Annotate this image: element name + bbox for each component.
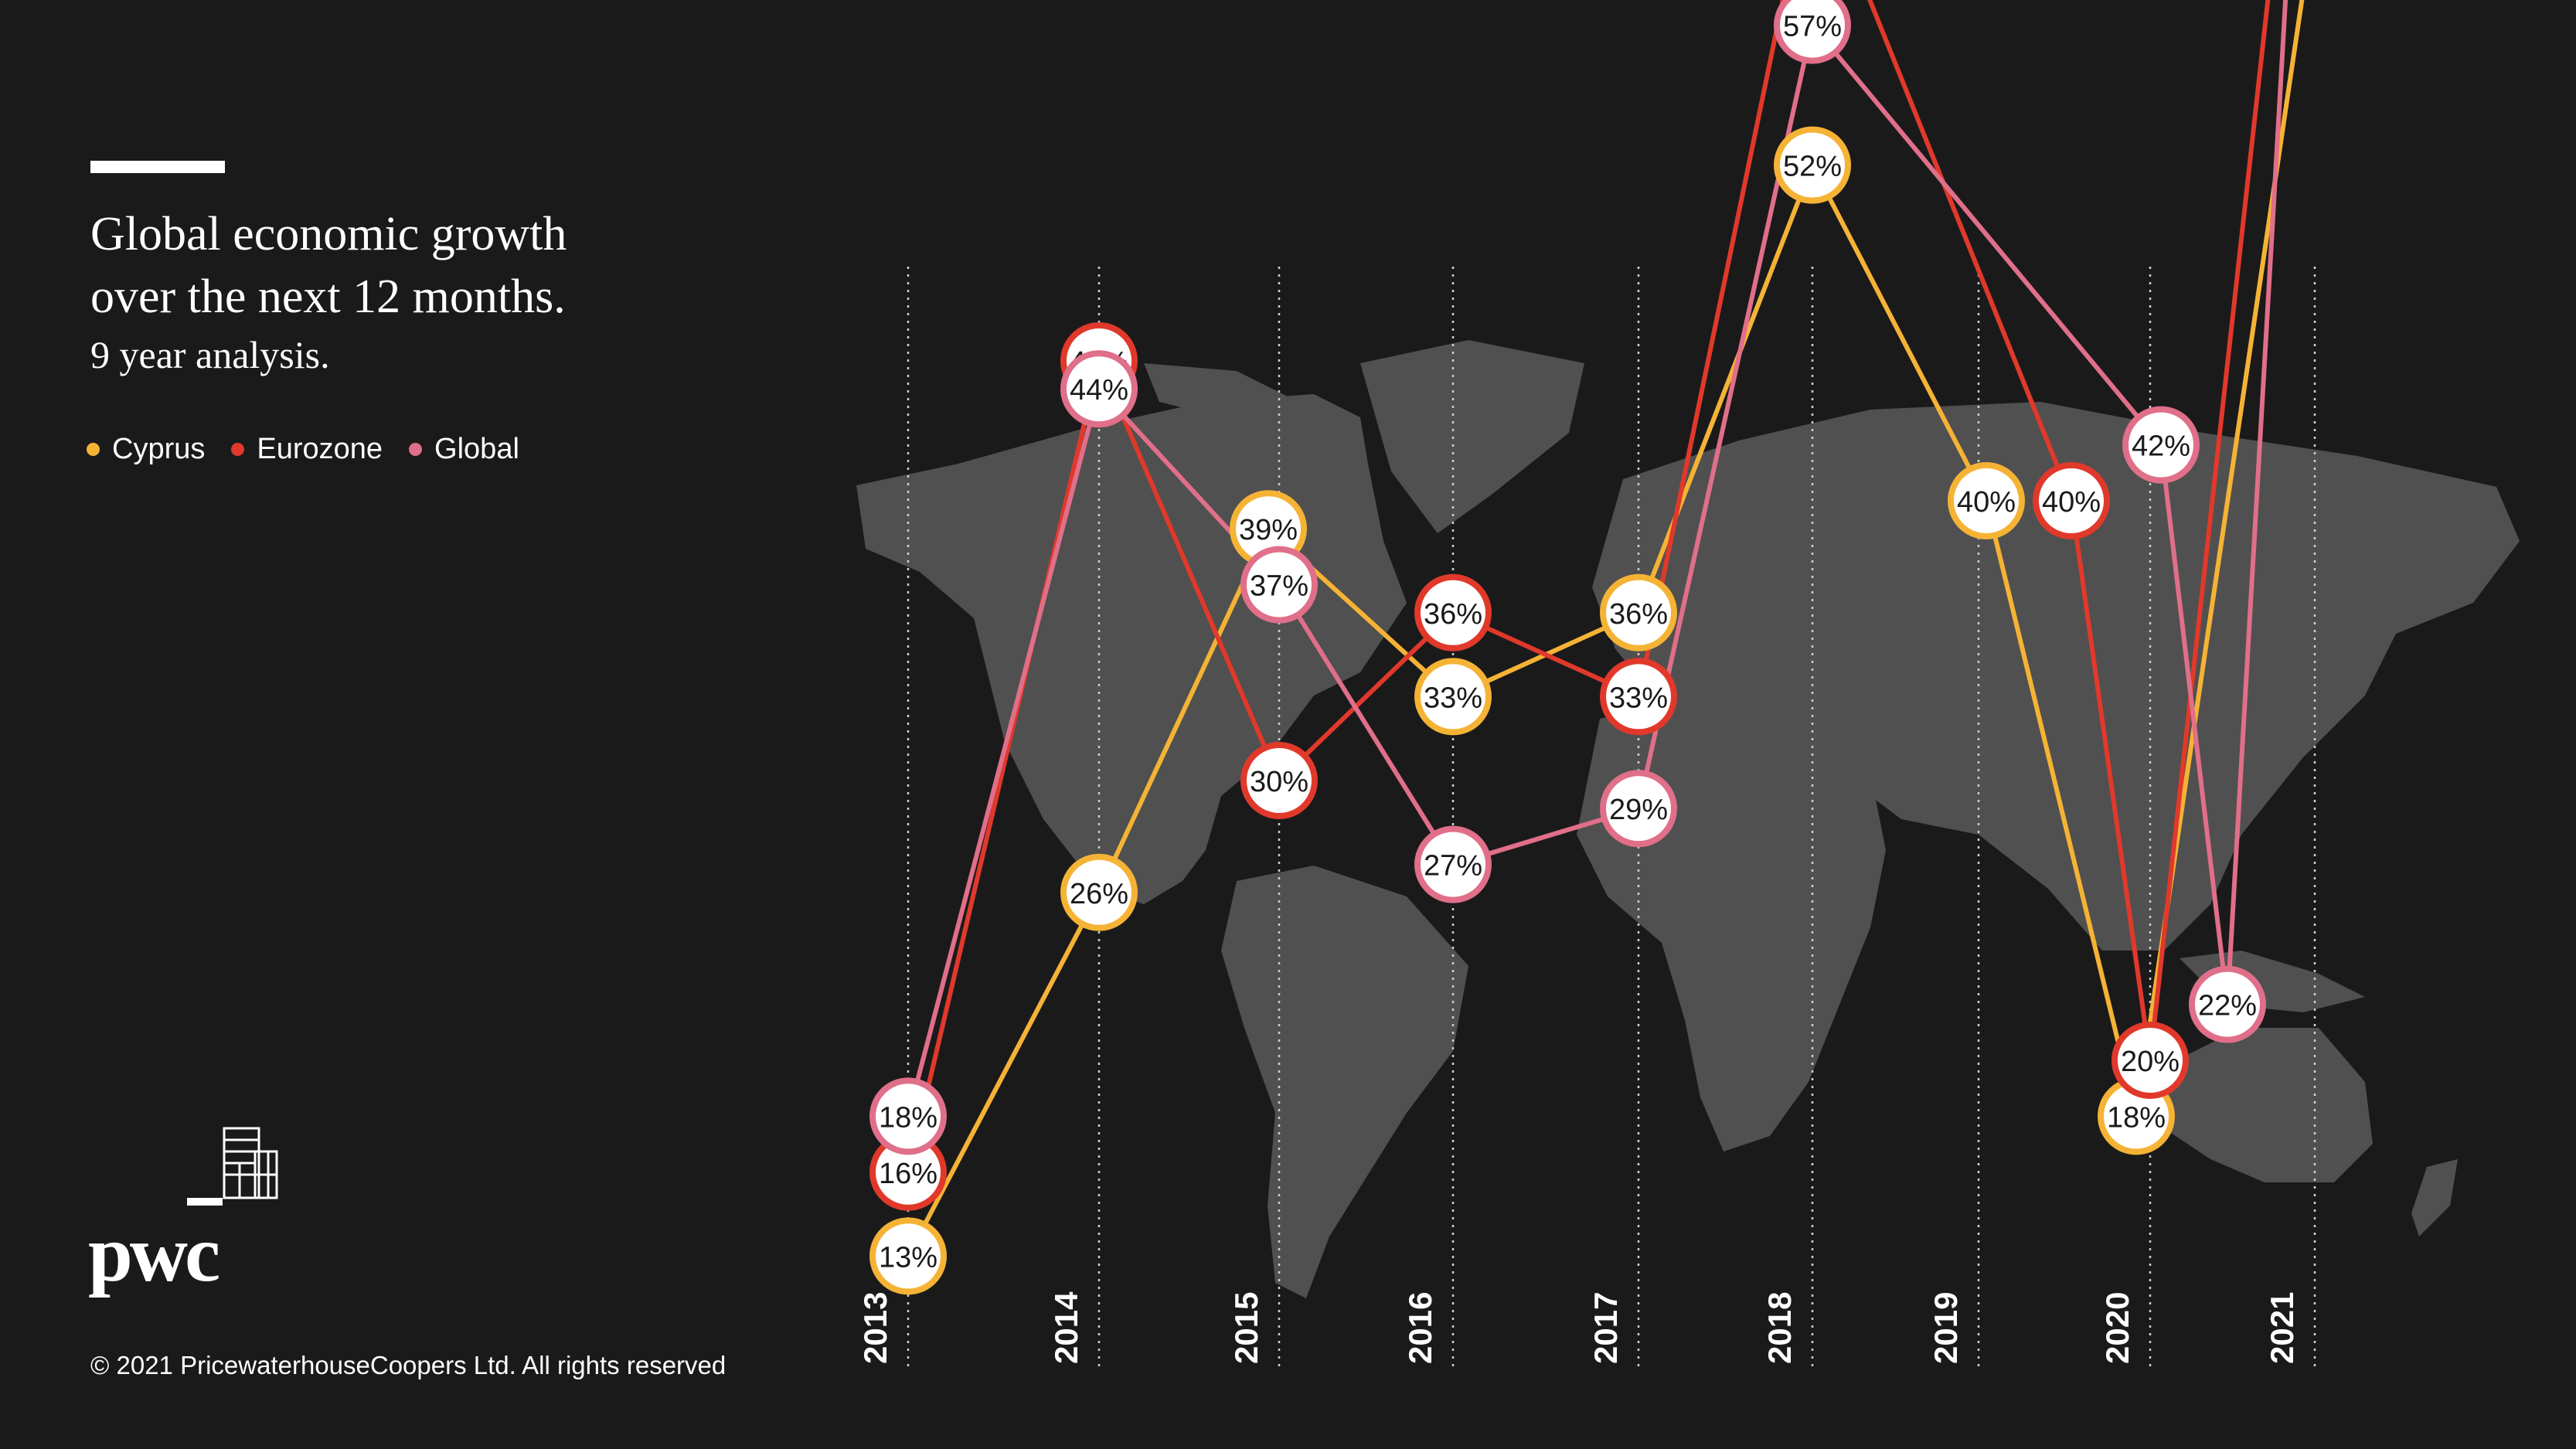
year-label-2013: 2013 bbox=[857, 1292, 893, 1364]
marker-eurozone-2016: 36% bbox=[1414, 573, 1492, 651]
year-label-2016: 2016 bbox=[1402, 1292, 1438, 1364]
marker-global-2019: 42% bbox=[2122, 406, 2200, 484]
marker-circle bbox=[2112, 1022, 2189, 1099]
year-label-2018: 2018 bbox=[1761, 1292, 1798, 1364]
year-label-2017: 2017 bbox=[1587, 1292, 1624, 1364]
data-label: 22% bbox=[2198, 990, 2257, 1022]
marker-circle bbox=[2189, 965, 2266, 1043]
marker-global-2014: 44% bbox=[1060, 350, 1138, 428]
pwc-wordmark: pwc bbox=[88, 1209, 219, 1298]
year-label-2020: 2020 bbox=[2099, 1292, 2135, 1364]
marker-circle bbox=[1600, 770, 1677, 848]
data-label: 16% bbox=[879, 1158, 938, 1190]
marker-global-2015: 37% bbox=[1240, 546, 1318, 624]
marker-circle bbox=[1774, 126, 1851, 204]
data-label: 37% bbox=[1250, 570, 1308, 603]
marker-cyprus-2018: 52% bbox=[1774, 126, 1851, 204]
data-label: 29% bbox=[1609, 794, 1668, 826]
chart-title-line1: Global economic growth bbox=[90, 208, 567, 260]
legend-dot-eurozone bbox=[231, 443, 245, 456]
legend-label-global: Global bbox=[434, 433, 519, 465]
data-label: 18% bbox=[879, 1101, 938, 1134]
marker-eurozone-2019: 40% bbox=[2033, 462, 2110, 539]
marker-circle bbox=[2122, 406, 2200, 484]
data-markers: 13%26%39%33%36%52%40%18%61%16%45%30%36%3… bbox=[869, 0, 2266, 1295]
marker-circle bbox=[1774, 0, 1851, 64]
legend-item-cyprus: Cyprus bbox=[87, 433, 205, 466]
chart-title-line2: over the next 12 months. bbox=[90, 270, 566, 323]
marker-circle bbox=[2033, 462, 2110, 539]
legend-label-cyprus: Cyprus bbox=[112, 433, 206, 465]
copyright-notice: © 2021 PricewaterhouseCoopers Ltd. All r… bbox=[90, 1351, 727, 1379]
data-label: 26% bbox=[1070, 878, 1128, 910]
year-label-2021: 2021 bbox=[2264, 1292, 2300, 1364]
marker-cyprus-2014: 26% bbox=[1060, 853, 1138, 931]
marker-global-2020: 22% bbox=[2189, 965, 2266, 1043]
marker-eurozone-2017: 33% bbox=[1600, 658, 1677, 736]
data-label: 40% bbox=[2042, 486, 2101, 519]
legend-item-global: Global bbox=[409, 433, 519, 466]
marker-global-2013: 18% bbox=[869, 1077, 947, 1155]
year-label-2015: 2015 bbox=[1228, 1292, 1264, 1364]
marker-cyprus-2013: 13% bbox=[869, 1217, 947, 1295]
year-label-2019: 2019 bbox=[1928, 1292, 1964, 1364]
marker-global-2017: 29% bbox=[1600, 770, 1677, 848]
year-axis-labels: 2013 2014 2015 2016 2017 2018 2019 2020 2021 bbox=[857, 1291, 2300, 1364]
year-label-2014: 2014 bbox=[1048, 1291, 1084, 1364]
marker-circle bbox=[1060, 350, 1138, 428]
legend-dot-global bbox=[409, 443, 423, 456]
data-label: 52% bbox=[1783, 151, 1842, 183]
marker-global-2016: 27% bbox=[1414, 825, 1492, 903]
title-rule bbox=[90, 161, 225, 173]
data-label: 30% bbox=[1250, 766, 1308, 798]
marker-circle bbox=[1240, 742, 1318, 819]
marker-circle bbox=[1948, 462, 2025, 539]
chart-subtitle: 9 year analysis. bbox=[90, 333, 330, 376]
legend: Cyprus Eurozone Global bbox=[87, 433, 546, 466]
marker-circle bbox=[1600, 573, 1677, 651]
data-label: 18% bbox=[2107, 1101, 2166, 1134]
marker-eurozone-2015: 30% bbox=[1240, 742, 1318, 819]
data-label: 42% bbox=[2132, 430, 2190, 463]
marker-cyprus-2016: 33% bbox=[1414, 658, 1492, 736]
marker-circle bbox=[1060, 853, 1138, 931]
data-label: 57% bbox=[1783, 11, 1842, 43]
marker-circle bbox=[869, 1217, 947, 1295]
marker-circle bbox=[1414, 573, 1492, 651]
data-label: 13% bbox=[879, 1241, 938, 1274]
data-label: 36% bbox=[1424, 598, 1482, 631]
pwc-logo: pwc bbox=[88, 1127, 278, 1298]
data-label: 33% bbox=[1609, 682, 1668, 714]
marker-circle bbox=[1240, 546, 1318, 624]
marker-circle bbox=[1414, 658, 1492, 736]
data-label: 39% bbox=[1239, 514, 1298, 546]
marker-circle bbox=[1414, 825, 1492, 903]
marker-circle bbox=[869, 1077, 947, 1155]
legend-dot-cyprus bbox=[87, 443, 100, 456]
marker-eurozone-2020: 20% bbox=[2112, 1022, 2189, 1099]
marker-cyprus-2019: 40% bbox=[1948, 462, 2025, 539]
marker-cyprus-2017: 36% bbox=[1600, 573, 1677, 651]
legend-label-eurozone: Eurozone bbox=[257, 433, 383, 465]
marker-global-2018: 57% bbox=[1774, 0, 1851, 64]
data-label: 33% bbox=[1424, 682, 1482, 714]
data-label: 27% bbox=[1424, 850, 1482, 883]
data-label: 20% bbox=[2121, 1046, 2180, 1078]
marker-circle bbox=[1600, 658, 1677, 736]
data-label: 36% bbox=[1609, 598, 1668, 631]
data-label: 44% bbox=[1070, 374, 1128, 406]
legend-item-eurozone: Eurozone bbox=[231, 433, 383, 466]
data-label: 40% bbox=[1957, 486, 2016, 519]
